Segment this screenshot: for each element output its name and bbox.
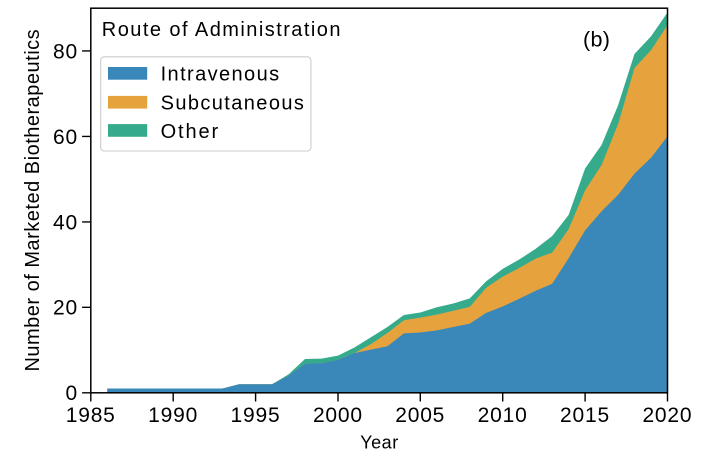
svg-text:80: 80: [53, 40, 78, 63]
svg-text:Route of Administration: Route of Administration: [102, 19, 342, 41]
svg-text:1985: 1985: [66, 404, 116, 427]
svg-text:0: 0: [66, 382, 78, 405]
svg-text:2005: 2005: [395, 404, 445, 427]
svg-text:2000: 2000: [313, 404, 363, 427]
svg-text:2020: 2020: [642, 404, 692, 427]
svg-text:Subcutaneous: Subcutaneous: [161, 93, 306, 115]
svg-text:1990: 1990: [148, 404, 198, 427]
svg-text:(b): (b): [583, 27, 610, 51]
svg-text:60: 60: [53, 126, 78, 149]
svg-text:Other: Other: [161, 121, 221, 143]
svg-text:Intravenous: Intravenous: [161, 64, 281, 86]
svg-text:2015: 2015: [560, 404, 610, 427]
svg-text:1995: 1995: [231, 404, 281, 427]
svg-text:20: 20: [53, 297, 78, 320]
svg-text:Number of Marketed Biotherapeu: Number of Marketed Biotherapeutics: [22, 29, 44, 372]
svg-text:Year: Year: [360, 433, 399, 453]
svg-text:40: 40: [53, 211, 78, 234]
svg-text:2010: 2010: [478, 404, 528, 427]
